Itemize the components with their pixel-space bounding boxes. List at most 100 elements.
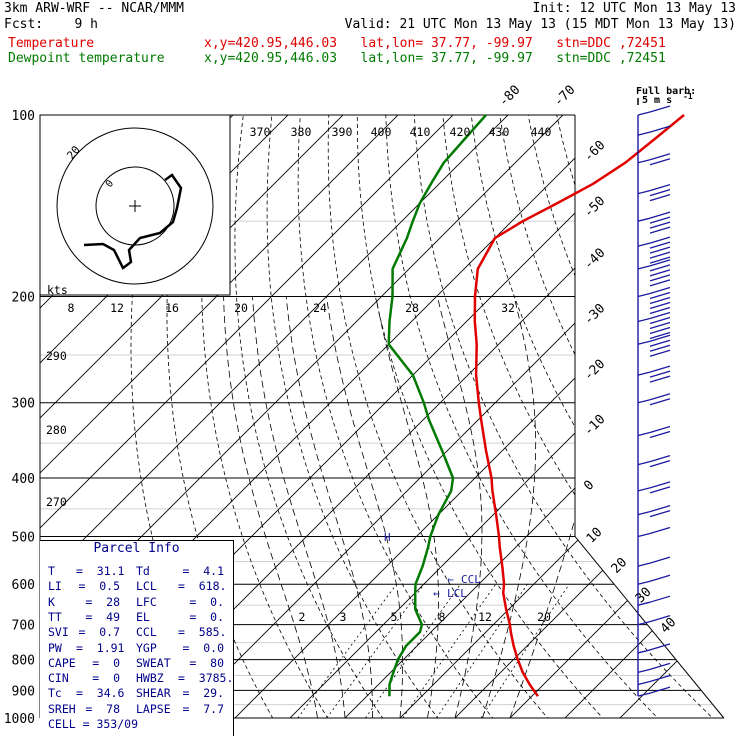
dry-adiabat: [266, 115, 448, 718]
moist-adiabat: [375, 296, 439, 718]
wind-barb-flag: [649, 326, 671, 335]
hodograph: 20 0: [39, 114, 231, 296]
parcel-info-row: LI = 0.5 LCL = 618.: [48, 579, 233, 594]
barb-legend: Full barb: 5 m s -1: [636, 86, 696, 106]
parcel-value: = 31.1: [76, 564, 125, 578]
temperature-legend-label: Temperature: [8, 36, 95, 51]
wind-barb-shaft: [637, 292, 651, 298]
wind-barb-shaft: [637, 511, 651, 516]
isotherm-label: -40: [581, 246, 608, 273]
wind-barb-flag: [649, 321, 671, 330]
parcel-info-panel: Parcel Info T = 31.1 Td = 4.1 LI = 0.5 LCL = 61…: [40, 540, 234, 736]
wind-barb-flag: [649, 481, 671, 489]
parcel-info-row: Tc = 34.6 SHEAR = 29.: [48, 686, 233, 701]
dry-adiabat: [670, 115, 724, 718]
mixing-ratio-line: [480, 583, 570, 718]
wind-barb-shaft: [637, 680, 651, 686]
parcel-value: = 0.5: [78, 579, 120, 594]
wind-barb-flag: [649, 125, 671, 133]
wind-barb-flag: [649, 306, 671, 315]
wind-barb-flag: [649, 236, 671, 244]
isotherm-label: 10: [584, 525, 606, 547]
isotherm-line: [496, 115, 724, 718]
barb-legend-exponent: -1: [683, 92, 693, 101]
wind-barb-flag: [649, 375, 671, 383]
mixing-ratio-line: [436, 583, 528, 718]
wind-barb-shaft: [637, 692, 651, 697]
wind-barb-flag: [649, 296, 671, 305]
wind-barb-flag: [649, 454, 671, 463]
hodograph-trace: [83, 173, 183, 270]
wind-barb-flag: [649, 241, 671, 249]
moist-adiabat: [509, 296, 604, 718]
hodograph-inner-label: 0: [104, 178, 116, 190]
upper-mixing-label: 8: [68, 301, 75, 315]
moist-adiabat: [437, 296, 483, 718]
parcel-key: Td: [136, 564, 150, 578]
temperature-location-info: x,y=420.95,446.03 lat,lon= 37.77, -99.97…: [204, 36, 666, 51]
parcel-key: HWBZ: [136, 671, 164, 686]
parcel-key: CIN: [48, 671, 69, 686]
dewpoint-profile: [387, 114, 487, 697]
upper-mixing-label: 32: [501, 301, 515, 315]
parcel-value: = 618.: [178, 579, 227, 594]
parcel-info-row: PW = 1.91 YGP = 0.0: [48, 641, 233, 656]
dry-adiabat: [234, 115, 392, 718]
isotherm-label: -10: [581, 412, 608, 439]
wind-barb-shaft: [637, 189, 651, 195]
parcel-value: = 34.6: [76, 686, 125, 701]
parcel-key: CAPE: [48, 655, 76, 670]
isotherm-line: [40, 115, 371, 718]
wind-barb-flag: [649, 486, 671, 494]
theta-label: 410: [410, 125, 431, 139]
wind-barb-flag: [649, 510, 671, 518]
parcel-key: T: [48, 564, 55, 578]
parcel-info-row: SREH = 78 LAPSE = 7.7: [48, 702, 233, 717]
wind-barb-flag: [649, 158, 671, 166]
isotherm-label: -80: [496, 83, 523, 110]
parcel-key: TT: [48, 609, 62, 624]
isotherm-line: [221, 115, 724, 718]
wind-barb-flag: [649, 193, 671, 202]
parcel-value: = 3785.: [178, 671, 234, 686]
parcel-key: SVI: [48, 625, 69, 640]
wind-barb-flag: [649, 291, 671, 300]
parcel-info-row: CIN = 0 HWBZ = 3785.: [48, 671, 233, 686]
parcel-key: Tc: [48, 686, 62, 701]
wind-barb-shaft: [637, 487, 651, 492]
mixing-ratio-label: 8: [439, 610, 446, 624]
dry-adiabat: [356, 115, 615, 718]
wind-barb-shaft: [637, 131, 651, 136]
wind-barb-flag: [649, 264, 671, 272]
wind-barb-flag: [649, 331, 671, 340]
wind-barb-flag: [649, 334, 671, 342]
parcel-info-title: Parcel Info: [93, 541, 180, 556]
wind-barb-flag: [649, 505, 671, 513]
wind-barb-flag: [649, 686, 671, 694]
wind-barb-flag: [649, 365, 671, 373]
mixing-ratio-line: [402, 583, 497, 718]
wind-barb-shaft: [637, 562, 651, 567]
wind-barb-flag: [649, 221, 671, 229]
parcel-value: = 28: [85, 594, 120, 609]
wind-barbs: [637, 105, 671, 697]
dry-adiabat: [327, 115, 560, 718]
mixing-ratio-label: 20: [537, 610, 551, 624]
parcel-info-row: SVI = 0.7 CCL = 585.: [48, 625, 233, 640]
dewpoint-location-info: x,y=420.95,446.03 lat,lon= 37.77, -99.97…: [204, 51, 666, 66]
isotherm-line: [166, 115, 724, 718]
wind-barb-flag: [649, 662, 671, 670]
wind-barb-flag: [649, 526, 671, 535]
ccl-marker-label: CCL: [461, 573, 481, 586]
wind-barb-shaft: [637, 431, 651, 437]
parcel-value: = 1.91: [76, 640, 125, 655]
lcl-marker-label: LCL: [447, 587, 467, 600]
wind-barb-flag: [649, 246, 671, 254]
wind-barb-flag: [649, 105, 671, 113]
wind-barb-flag: [649, 259, 671, 267]
dry-adiabat: [613, 115, 724, 718]
moist-adiabat: [482, 296, 537, 718]
wind-barb-shaft: [637, 217, 651, 222]
theta-label: 440: [531, 125, 552, 139]
valid-time: Valid: 21 UTC Mon 13 May 13 (15 MDT Mon …: [344, 17, 736, 32]
